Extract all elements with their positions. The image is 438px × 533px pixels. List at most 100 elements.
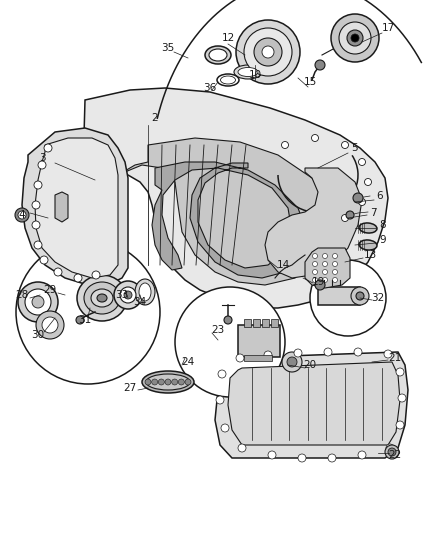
Circle shape <box>311 134 318 141</box>
Circle shape <box>18 282 58 322</box>
Circle shape <box>298 454 306 462</box>
Text: 30: 30 <box>32 330 45 340</box>
Circle shape <box>40 256 48 264</box>
Text: 7: 7 <box>370 208 376 218</box>
Bar <box>262 319 269 327</box>
Text: 6: 6 <box>377 191 383 201</box>
Circle shape <box>25 289 51 315</box>
Ellipse shape <box>359 223 377 233</box>
Circle shape <box>282 141 289 149</box>
Circle shape <box>294 349 302 357</box>
Bar <box>253 319 260 327</box>
Circle shape <box>152 379 158 385</box>
Circle shape <box>224 316 232 324</box>
Circle shape <box>16 240 160 384</box>
Circle shape <box>342 141 349 149</box>
Circle shape <box>238 444 246 452</box>
Circle shape <box>38 161 46 169</box>
Ellipse shape <box>84 282 120 314</box>
Circle shape <box>36 311 64 339</box>
Text: 2: 2 <box>152 113 158 123</box>
Circle shape <box>172 379 178 385</box>
Ellipse shape <box>351 287 369 305</box>
Circle shape <box>178 379 184 385</box>
Ellipse shape <box>142 371 194 393</box>
Ellipse shape <box>356 292 364 300</box>
Circle shape <box>358 198 365 206</box>
Circle shape <box>312 262 318 266</box>
Ellipse shape <box>146 374 190 390</box>
Circle shape <box>165 379 171 385</box>
Circle shape <box>358 158 365 166</box>
Ellipse shape <box>359 240 377 250</box>
Text: 14: 14 <box>276 260 290 270</box>
Circle shape <box>358 451 366 459</box>
Ellipse shape <box>139 283 151 301</box>
Text: 8: 8 <box>380 220 386 230</box>
Circle shape <box>264 351 272 359</box>
Ellipse shape <box>238 68 258 77</box>
Text: 9: 9 <box>380 235 386 245</box>
Circle shape <box>315 280 325 290</box>
Circle shape <box>185 379 191 385</box>
Ellipse shape <box>135 279 155 305</box>
Text: 33: 33 <box>115 290 129 300</box>
Circle shape <box>396 368 404 376</box>
Circle shape <box>158 379 164 385</box>
Circle shape <box>347 30 363 46</box>
Circle shape <box>216 396 224 404</box>
Text: 34: 34 <box>134 297 147 307</box>
Circle shape <box>312 254 318 259</box>
Polygon shape <box>98 138 332 285</box>
Circle shape <box>114 281 142 309</box>
Polygon shape <box>305 248 350 288</box>
Circle shape <box>92 271 100 279</box>
Text: 27: 27 <box>124 383 137 393</box>
Ellipse shape <box>18 211 26 219</box>
Circle shape <box>332 270 338 274</box>
Text: 24: 24 <box>181 357 194 367</box>
Circle shape <box>322 278 328 282</box>
Circle shape <box>282 352 302 372</box>
Circle shape <box>44 144 52 152</box>
Circle shape <box>262 46 274 58</box>
Circle shape <box>32 296 44 308</box>
Text: 20: 20 <box>304 360 317 370</box>
Text: 35: 35 <box>161 43 175 53</box>
Circle shape <box>74 274 82 282</box>
Ellipse shape <box>91 289 113 307</box>
Circle shape <box>268 451 276 459</box>
Circle shape <box>287 357 297 367</box>
Circle shape <box>124 291 132 299</box>
Ellipse shape <box>77 275 127 321</box>
Text: 32: 32 <box>371 293 385 303</box>
Bar <box>244 355 272 361</box>
Circle shape <box>312 270 318 274</box>
Circle shape <box>312 278 318 282</box>
Text: 31: 31 <box>78 315 92 325</box>
Polygon shape <box>55 192 68 222</box>
Circle shape <box>332 262 338 266</box>
Circle shape <box>76 316 84 324</box>
Ellipse shape <box>97 294 107 302</box>
Circle shape <box>384 350 392 358</box>
Ellipse shape <box>220 76 236 84</box>
Circle shape <box>364 179 371 185</box>
Text: 22: 22 <box>389 450 402 460</box>
Ellipse shape <box>234 65 262 79</box>
Circle shape <box>328 454 336 462</box>
Circle shape <box>54 268 62 276</box>
Text: 21: 21 <box>389 353 402 363</box>
Text: 28: 28 <box>15 290 28 300</box>
Text: 12: 12 <box>221 33 235 43</box>
Circle shape <box>120 287 136 303</box>
Text: 17: 17 <box>381 23 395 33</box>
Circle shape <box>310 260 386 336</box>
Circle shape <box>351 34 359 42</box>
Text: 36: 36 <box>203 83 217 93</box>
Text: 4: 4 <box>19 210 25 220</box>
Text: 23: 23 <box>212 325 225 335</box>
Bar <box>244 319 251 327</box>
Circle shape <box>353 193 363 203</box>
Circle shape <box>236 20 300 84</box>
